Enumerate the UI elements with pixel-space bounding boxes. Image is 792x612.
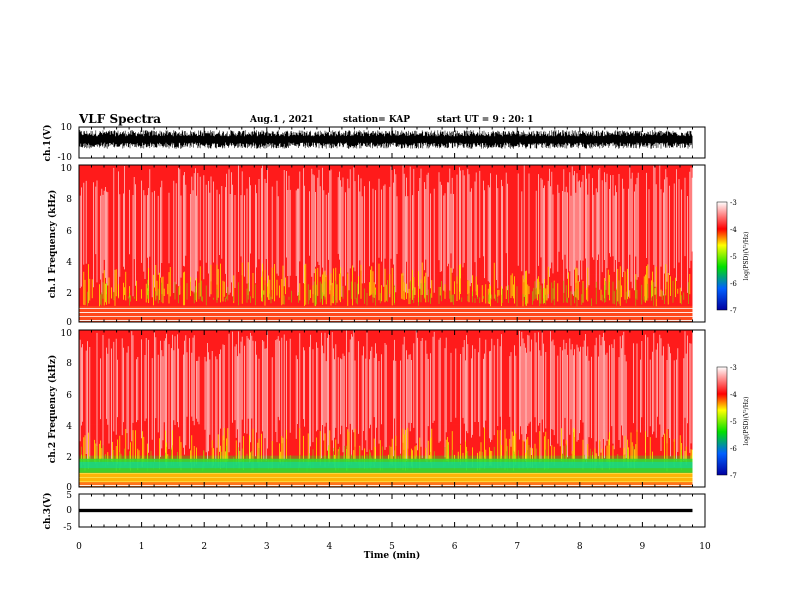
ch1-colorbar: [716, 201, 728, 311]
ch1-spectrogram: [79, 165, 693, 322]
ch2-spec-lowband-core: [79, 461, 693, 469]
ch1-spec-ytick-8: 8: [66, 195, 72, 205]
ch2-cbar-label: log(PSD)(V²/Hz): [743, 397, 750, 446]
xtick-8: 8: [577, 542, 583, 552]
ch2-cbar-tick-6: -6: [730, 445, 737, 453]
figure-title: VLF Spectra: [79, 112, 162, 126]
xtick-1: 1: [139, 542, 145, 552]
ch1-waveform: [78, 130, 693, 149]
ch3-wave-ylabel: ch.3(V): [42, 493, 53, 530]
ch1-wave-ytick-bottom: -10: [58, 153, 73, 163]
ch3-wave-ytick-top: 5: [66, 491, 72, 501]
ch3-wave-ytick-bottom: -5: [63, 523, 72, 533]
ch2-spec-ytick-8: 8: [66, 359, 72, 369]
ch1-cbar-tick-7: -7: [730, 307, 737, 315]
x-tick-marks: [78, 127, 706, 527]
ch1-cbar-tick-5: -5: [730, 253, 737, 261]
ch2-spectrogram: [79, 330, 693, 487]
ch1-spec-ytick-0: 0: [66, 318, 72, 328]
ch2-spec-gaps: [79, 330, 692, 464]
xtick-2: 2: [201, 542, 207, 552]
ch2-spec-band-3: [79, 330, 693, 425]
ch2-spec-ytick-10: 10: [61, 329, 73, 339]
ch3-waveform: [79, 508, 693, 513]
ch1-wave-ylabel: ch.1(V): [42, 125, 53, 162]
ch2-spec-ytick-0: 0: [66, 483, 72, 493]
ch1-spec-ytick-6: 6: [66, 227, 72, 237]
ch3-waveform-trace: [79, 508, 693, 513]
x-axis-label: Time (min): [364, 550, 421, 561]
ch1-spec-band-0: [79, 306, 693, 322]
ch2-colorbar: [716, 366, 728, 476]
ch1-spec-band-1: [79, 274, 693, 307]
xtick-10: 10: [699, 542, 711, 552]
ch1-spec-bursts-strong: [87, 279, 689, 307]
ch1-spec-band-2: [79, 235, 693, 275]
ch2-spec-ytick-4: 4: [66, 422, 72, 432]
ch2-spec-ylabel: ch.2 Frequency (kHz): [47, 355, 58, 464]
ch2-spec-lowband-base: [79, 472, 693, 483]
date-label: Aug.1 , 2021: [250, 115, 314, 125]
ch1-spec-gaps: [79, 165, 693, 299]
xtick-7: 7: [514, 542, 520, 552]
ch2-cbar-tick-4: -4: [730, 391, 737, 399]
xtick-9: 9: [640, 542, 646, 552]
start-time-label: start UT = 9 : 20: 1: [437, 115, 534, 125]
ch2-cbar-tick-7: -7: [730, 472, 737, 480]
ch1-spec-ylabel: ch.1 Frequency (kHz): [47, 190, 58, 299]
xtick-0: 0: [76, 542, 82, 552]
ch1-wave-ytick-top: 10: [61, 123, 73, 133]
ch1-spec-ytick-2: 2: [66, 289, 72, 299]
ch1-spec-band-3: [79, 165, 693, 236]
xtick-5: 5: [389, 542, 395, 552]
ch2-cbar-tick-5: -5: [730, 418, 737, 426]
station-label: station= KAP: [343, 115, 411, 125]
ch3-wave-ytick-mid: 0: [66, 506, 72, 516]
xtick-4: 4: [327, 542, 333, 552]
ch1-spec-ytick-4: 4: [66, 258, 72, 268]
ch2-cbar-tick-3: -3: [730, 364, 737, 372]
ch1-cbar-tick-4: -4: [730, 226, 737, 234]
ch1-cbar-label: log(PSD)(V²/Hz): [743, 232, 750, 281]
ch1-spec-ytick-10: 10: [61, 164, 73, 174]
ch1-cbar-tick-6: -6: [730, 280, 737, 288]
xtick-6: 6: [452, 542, 458, 552]
ch2-spec-ytick-6: 6: [66, 391, 72, 401]
ch1-waveform-trace: [78, 130, 693, 149]
ch1-cbar-tick-3: -3: [730, 199, 737, 207]
xtick-3: 3: [264, 542, 270, 552]
ch2-spec-ytick-2: 2: [66, 453, 72, 463]
